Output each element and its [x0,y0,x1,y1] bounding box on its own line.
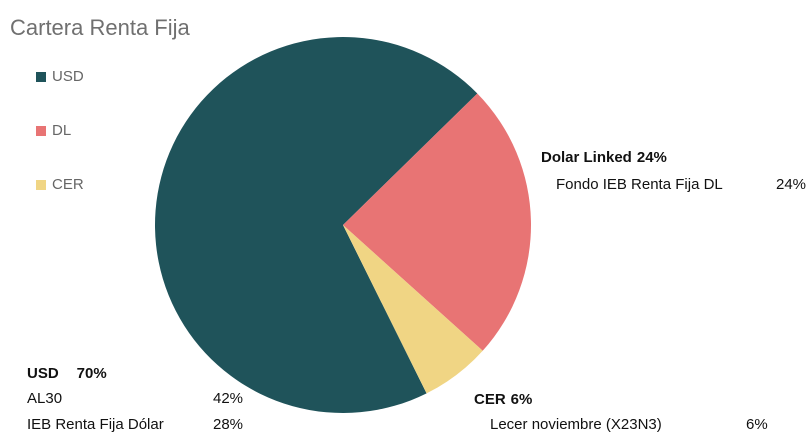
legend-label: DL [52,122,71,139]
pie-slice [343,225,483,394]
pie-slice [343,93,531,351]
pie-slice [154,36,478,413]
annotation-value: 6% [511,391,533,408]
annotation-item-value: 6% [746,416,768,433]
chart-title: Cartera Renta Fija [10,15,191,40]
legend-swatch [36,72,46,82]
annotation-item: AL30 [27,390,62,407]
annotation-title: Dolar Linked [541,149,632,166]
annotation-item: Fondo IEB Renta Fija DL [556,176,723,193]
annotation-item-value: 42% [213,390,243,407]
annotation-title: CER [474,391,506,408]
annotation-item: IEB Renta Fija Dólar [27,416,164,433]
annotation-value: 70% [77,365,107,382]
annotation-item-value: 28% [213,416,243,433]
annotation-value: 24% [637,149,667,166]
annotation-item: Lecer noviembre (X23N3) [490,416,662,433]
annotation-item-value: 24% [776,176,806,193]
legend-label: USD [52,68,84,85]
annotation-title: USD [27,365,59,382]
legend-label: CER [52,176,84,193]
legend-swatch [36,126,46,136]
legend-swatch [36,180,46,190]
